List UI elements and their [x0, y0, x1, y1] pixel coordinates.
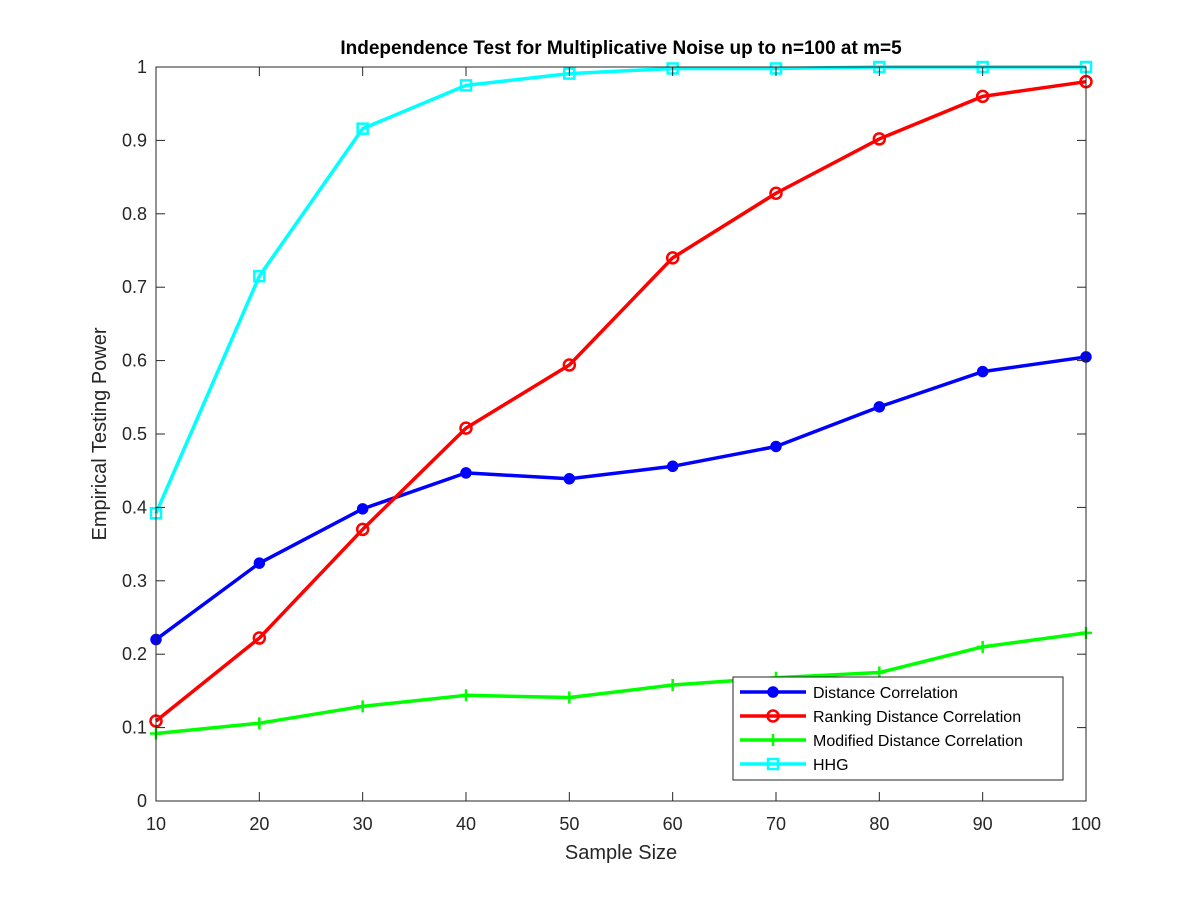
x-tick-label: 100	[1071, 814, 1101, 834]
x-tick-label: 40	[456, 814, 476, 834]
legend-item: HHG	[740, 757, 849, 774]
legend-item: Distance Correlation	[740, 685, 958, 702]
data-point	[460, 467, 472, 479]
ticks-layer: 10 20 30 40 50 60 70 80 90 100 0 0.1 0.2 0.3 0.4 0.5 0.6…	[122, 57, 1101, 834]
data-point	[253, 269, 266, 283]
legend-item: Modified Distance Correlation	[740, 733, 1023, 750]
x-tick-label: 10	[146, 814, 166, 834]
data-point	[873, 401, 886, 413]
x-tick-label: 30	[353, 814, 373, 834]
y-tick-label: 0.2	[122, 644, 147, 664]
data-point	[976, 365, 989, 378]
data-point	[975, 89, 990, 104]
y-tick-label: 0.4	[122, 497, 147, 517]
legend-label: Ranking Distance Correlation	[813, 709, 1021, 726]
y-tick-label: 0.7	[122, 277, 147, 297]
legend-label: Distance Correlation	[813, 685, 958, 702]
data-point	[355, 522, 370, 537]
data-point	[459, 79, 473, 92]
y-tick-label: 0.5	[122, 424, 147, 444]
chart-title: Independence Test for Multiplicative Noi…	[340, 38, 902, 59]
legend-label: Modified Distance Correlation	[813, 733, 1023, 750]
data-point	[770, 440, 782, 453]
data-point	[767, 686, 779, 698]
x-tick-label: 90	[973, 814, 993, 834]
series-2	[149, 74, 1093, 728]
series-line	[154, 355, 1087, 641]
data-point	[666, 679, 679, 692]
data-point	[459, 421, 473, 435]
data-point	[253, 717, 266, 730]
x-tick-label: 20	[249, 814, 269, 834]
data-point	[563, 691, 576, 704]
data-point	[766, 709, 780, 723]
data-point	[252, 631, 267, 645]
data-point	[976, 640, 989, 653]
series-line	[155, 631, 1087, 736]
y-tick-label: 0.1	[122, 718, 147, 738]
data-point	[356, 122, 369, 135]
data-point	[767, 734, 779, 746]
y-tick-label: 0.8	[122, 204, 147, 224]
data-point	[356, 700, 369, 713]
x-tick-label: 70	[766, 814, 786, 834]
data-point	[872, 132, 887, 146]
y-axis-label: Empirical Testing Power	[89, 327, 111, 540]
data-point	[460, 689, 472, 702]
y-tick-label: 0	[137, 791, 147, 811]
x-axis-label: Sample Size	[565, 842, 677, 864]
data-point	[563, 473, 576, 485]
legend: Distance Correlation Ranking Distance Cor…	[732, 676, 1064, 781]
series-line	[154, 79, 1087, 723]
data-point	[562, 358, 577, 372]
y-tick-label: 0.6	[122, 351, 147, 371]
legend-item: Ranking Distance Correlation	[740, 709, 1021, 726]
legend-label: HHG	[813, 757, 849, 774]
x-tick-label: 60	[663, 814, 683, 834]
data-point	[665, 251, 680, 265]
data-point	[766, 757, 780, 771]
y-tick-label: 1	[137, 57, 147, 77]
y-tick-label: 0.9	[122, 130, 147, 150]
data-point	[666, 460, 679, 473]
x-tick-label: 80	[869, 814, 889, 834]
data-point	[356, 503, 369, 515]
x-tick-label: 50	[559, 814, 579, 834]
series-1	[150, 351, 1092, 646]
y-tick-label: 0.3	[122, 571, 147, 591]
data-point	[253, 557, 266, 569]
data-point	[769, 186, 783, 200]
